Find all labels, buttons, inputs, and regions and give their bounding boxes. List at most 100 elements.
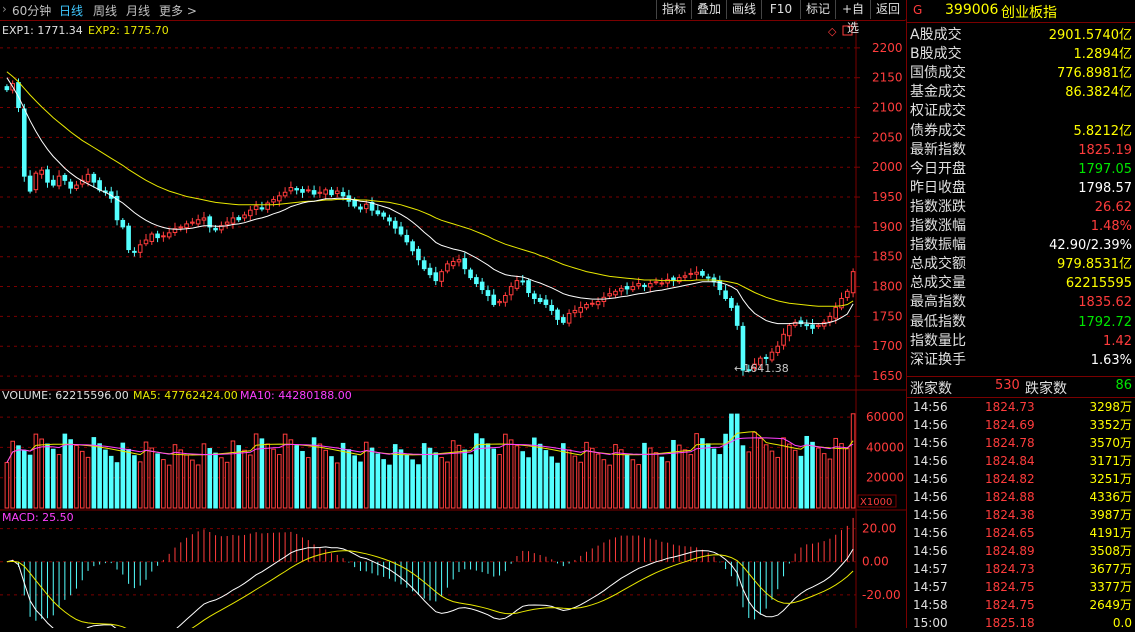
candle-body — [787, 324, 792, 337]
volume-bar — [445, 461, 450, 509]
volume-bar — [665, 461, 670, 509]
volume-bar — [775, 456, 781, 509]
tick-price: 1824.73 — [985, 400, 1035, 414]
volume-bar — [810, 441, 815, 509]
volume-bar — [56, 454, 62, 509]
stat-row: B股成交 1.2894亿 — [907, 45, 1135, 64]
mark-button[interactable]: 标记 — [800, 0, 835, 19]
stat-value: 776.8981亿 — [1056, 66, 1132, 82]
volume-bar — [642, 442, 647, 509]
back-button[interactable]: 返回 — [870, 0, 905, 19]
volume-bar — [607, 464, 612, 509]
volume-ma10-legend: MA10: 44280188.00 — [240, 389, 352, 402]
candle-body — [45, 169, 50, 183]
volume-bar — [711, 448, 717, 509]
add-favorite-button[interactable]: +自选 — [835, 0, 870, 35]
f10-button[interactable]: F10 — [761, 0, 800, 19]
volume-bar — [503, 433, 508, 509]
diamond-icon[interactable]: ◇ — [828, 25, 837, 38]
price-tick-label: 1850 — [872, 250, 903, 264]
left-arrow-icon[interactable]: › — [2, 2, 7, 16]
volume-bar — [694, 433, 699, 509]
volume-bar — [410, 459, 415, 509]
price-tick-label: 1650 — [872, 369, 903, 383]
candle-body — [624, 286, 630, 290]
tick-volume: 3377万 — [1089, 580, 1132, 594]
tick-time: 14:57 — [913, 562, 948, 576]
stat-row: 指数涨幅 1.48% — [907, 217, 1135, 236]
candle-body — [219, 225, 224, 231]
tick-volume: 3171万 — [1089, 454, 1132, 468]
tick-volume: 3987万 — [1089, 508, 1132, 522]
candle-body — [433, 272, 439, 282]
tick-price: 1824.82 — [985, 472, 1035, 486]
volume-bar — [27, 454, 33, 509]
candle-body — [248, 209, 253, 217]
stat-row: 今日开盘 1797.05 — [907, 160, 1135, 179]
volume-bar — [334, 462, 340, 509]
tab-daily[interactable]: 日线 — [59, 4, 84, 18]
exp2-line — [6, 71, 854, 307]
candle-body — [485, 290, 491, 297]
volume-bar — [277, 454, 282, 509]
stat-row: 总成交额 979.8531亿 — [907, 255, 1135, 274]
candle-body — [647, 283, 653, 288]
candle-body — [114, 195, 120, 221]
candle-body — [410, 241, 415, 252]
candle-body — [427, 267, 433, 276]
volume-bar — [821, 453, 827, 509]
chart-grid — [0, 19, 906, 628]
tick-volume: 3508万 — [1089, 544, 1132, 558]
candle-body — [91, 173, 97, 183]
stat-row: 最低指数 1792.72 — [907, 313, 1135, 332]
stat-value: 1.42 — [1103, 333, 1132, 349]
stat-label: 基金成交 — [910, 84, 966, 101]
tick-time: 14:56 — [913, 508, 948, 522]
candle-body — [549, 305, 555, 311]
candle-body — [340, 192, 346, 197]
maximize-icon[interactable] — [842, 25, 853, 36]
candle-body — [132, 250, 137, 253]
volume-bar — [219, 457, 224, 509]
volume-tick-label: 60000 — [866, 410, 904, 424]
volume-bar — [549, 456, 555, 509]
volume-bar — [79, 450, 85, 509]
low-marker: ←1641.38 — [734, 362, 789, 375]
indicator-button[interactable]: 指标 — [656, 0, 691, 19]
stat-label: 总成交量 — [910, 275, 966, 292]
volume-bar — [758, 437, 763, 509]
tab-60min[interactable]: 60分钟 — [12, 4, 52, 18]
candle-body — [798, 320, 804, 325]
overlay-button[interactable]: 叠加 — [691, 0, 726, 19]
candle-body — [137, 244, 143, 253]
tab-weekly[interactable]: 周线 — [93, 4, 118, 18]
candle-body — [450, 260, 456, 267]
volume-bar — [294, 445, 299, 509]
volume-bar — [798, 455, 804, 509]
candle-body — [566, 312, 572, 324]
volume-bar — [792, 449, 798, 509]
volume-bar — [352, 455, 357, 509]
candle-body — [584, 303, 589, 309]
candle-body — [4, 86, 10, 91]
tick-row: 14:56 1824.78 3570万 — [907, 434, 1135, 452]
tick-time: 14:56 — [913, 418, 948, 432]
volume-bar — [416, 464, 421, 509]
tick-time: 14:58 — [913, 598, 948, 612]
stat-row: 昨日收盘 1798.57 — [907, 179, 1135, 198]
candle-body — [172, 228, 178, 233]
price-tick-label: 1750 — [872, 309, 903, 323]
candle-body — [230, 217, 236, 224]
tab-monthly[interactable]: 月线 — [126, 4, 151, 18]
candle-body — [288, 187, 294, 192]
candle-body — [729, 297, 734, 308]
tick-volume: 3677万 — [1089, 562, 1132, 576]
volume-bar — [427, 447, 433, 509]
stat-row: 国债成交 776.8981亿 — [907, 64, 1135, 83]
draw-line-button[interactable]: 画线 — [726, 0, 761, 19]
kline-chart[interactable]: 2200 2150 2100 2050 2000 1950 1900 1850 1800 1750… — [0, 0, 906, 628]
candle-body — [636, 283, 641, 287]
tab-more[interactable]: 更多 > — [159, 4, 197, 18]
top-toolbar: › 60分钟 日线 周线 月线 更多 > 指标 叠加 画线 F10 标记 +自选… — [0, 0, 905, 35]
volume-bar — [190, 459, 195, 509]
